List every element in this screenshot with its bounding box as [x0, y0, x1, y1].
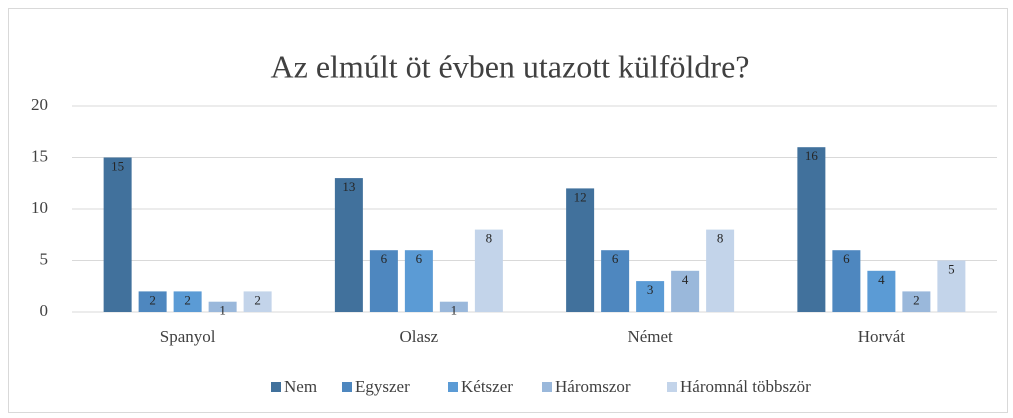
- bar: [671, 270, 700, 312]
- data-label: 2: [913, 292, 920, 307]
- bar: [601, 250, 630, 312]
- data-label: 6: [612, 251, 619, 266]
- data-label: 2: [254, 292, 261, 307]
- bar: [404, 250, 433, 312]
- y-tick-label: 0: [40, 301, 49, 320]
- bar: [173, 291, 202, 312]
- data-label: 2: [149, 292, 156, 307]
- bar: [636, 281, 665, 312]
- data-label: 6: [843, 251, 850, 266]
- legend-label: Nem: [284, 377, 317, 396]
- bar: [797, 147, 826, 312]
- bar: [832, 250, 861, 312]
- chart-frame: [8, 8, 1008, 413]
- data-label: 6: [416, 251, 423, 266]
- data-label: 2: [184, 292, 191, 307]
- bar: [566, 188, 595, 312]
- data-label: 16: [805, 148, 819, 163]
- x-tick-label: Horvát: [858, 327, 905, 346]
- bar: [334, 178, 363, 312]
- x-tick-label: Német: [627, 327, 673, 346]
- data-label: 15: [111, 158, 124, 173]
- bar: [369, 250, 398, 312]
- bar: [902, 291, 931, 312]
- y-tick-label: 5: [40, 249, 49, 268]
- data-label: 4: [682, 272, 689, 287]
- chart-title: Az elmúlt öt évben utazott külföldre?: [271, 48, 750, 84]
- data-label: 4: [878, 272, 885, 287]
- legend-label: Háromszor: [555, 377, 631, 396]
- bar: [439, 301, 468, 312]
- legend-label: Egyszer: [355, 377, 410, 396]
- legend-swatch: [448, 382, 458, 392]
- data-label: 8: [717, 231, 724, 246]
- legend-swatch: [271, 382, 281, 392]
- data-label: 8: [486, 231, 493, 246]
- legend-swatch: [542, 382, 552, 392]
- data-label: 6: [381, 251, 388, 266]
- y-tick-label: 20: [31, 95, 48, 114]
- y-tick-label: 10: [31, 198, 48, 217]
- data-label: 1: [219, 303, 226, 318]
- bar: [208, 301, 237, 312]
- data-label: 12: [574, 189, 587, 204]
- legend-swatch: [342, 382, 352, 392]
- data-label: 13: [342, 179, 355, 194]
- x-tick-label: Spanyol: [160, 327, 216, 346]
- x-tick-label: Olasz: [400, 327, 439, 346]
- legend-swatch: [667, 382, 677, 392]
- bar: [103, 157, 132, 312]
- bar: [937, 260, 966, 312]
- legend-label: Kétszer: [461, 377, 513, 396]
- bar: [867, 270, 896, 312]
- bar: [474, 229, 503, 312]
- bar: [138, 291, 167, 312]
- bar: [706, 229, 735, 312]
- data-label: 5: [948, 261, 955, 276]
- legend-label: Háromnál többször: [680, 377, 811, 396]
- bar: [243, 291, 272, 312]
- data-label: 3: [647, 282, 654, 297]
- y-tick-label: 15: [31, 146, 48, 165]
- data-label: 1: [451, 303, 458, 318]
